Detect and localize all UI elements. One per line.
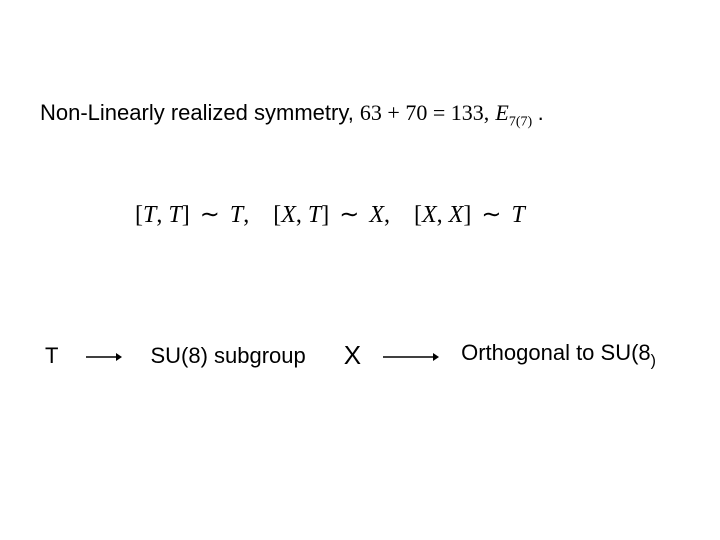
mapping-x-var: X: [344, 340, 361, 371]
title-suffix: .: [538, 100, 544, 125]
comm2-sep: ,: [384, 202, 390, 228]
comm3-right: T: [511, 202, 524, 228]
comm2-rel: ∼: [339, 202, 359, 228]
comm1-rel: ∼: [200, 202, 220, 228]
arrow-icon: [383, 343, 439, 369]
comm3-rel: ∼: [481, 202, 501, 228]
mapping-t-var: T: [45, 343, 58, 369]
title-equation: 63 + 70 = 133,: [360, 100, 489, 125]
comm3-left: [X, X]: [414, 202, 471, 228]
comm1-right: T: [230, 202, 243, 228]
group-subscript: 7(7): [509, 114, 532, 129]
mapping-x-label-pre: Orthogonal to SU(8: [461, 340, 651, 365]
comm2-left: [X, T]: [273, 202, 329, 228]
title-line: Non-Linearly realized symmetry, 63 + 70 …: [40, 100, 544, 130]
arrow-icon: [86, 343, 122, 369]
comm1-sep: ,: [243, 202, 249, 228]
title-prefix: Non-Linearly realized symmetry,: [40, 100, 360, 125]
mapping-x-label-paren: ): [651, 353, 656, 370]
mapping-x-label: Orthogonal to SU(8): [461, 340, 656, 370]
comm2-right: X: [369, 202, 384, 228]
mapping-t-label: SU(8) subgroup: [150, 343, 305, 369]
group-symbol: E: [495, 100, 508, 125]
commutator-relations: [T, T] ∼ T, [X, T] ∼ X, [X, X] ∼ T: [135, 200, 525, 229]
mapping-row: T SU(8) subgroup X Orthogonal to SU(8): [45, 340, 656, 371]
title-group: E7(7): [495, 100, 537, 125]
comm1-left: [T, T]: [135, 202, 190, 228]
